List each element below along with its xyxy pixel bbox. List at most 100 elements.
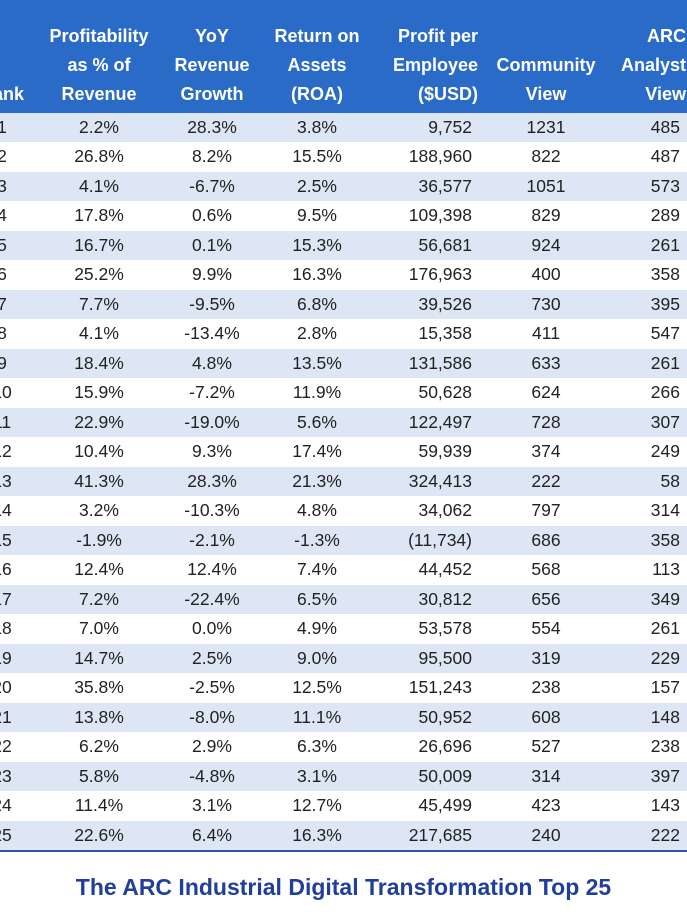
table-row: 23 5.8% -4.8% 3.1% 50,009 314 397 [0,761,687,792]
data-table: Rank Profitability as % of Revenue YoY Revenu… [0,0,687,852]
table-cell: 238 [531,677,561,698]
caption: The ARC Industrial Digital Transformatio… [75,874,612,900]
table-cell: 131,586 [408,352,472,373]
column-header: Profit per Employee ($USD) [366,22,478,109]
table-row: 15 -1.9% -2.1% -1.3% (11,734) 686 358 [0,525,687,556]
header-band: Rank Profitability as % of Revenue YoY Revenu… [0,0,687,113]
column-header: ARC Analyst View [606,22,686,109]
table-cell: 15.3% [292,234,342,255]
table-cell: 58 [660,470,680,491]
table-cell: 30,812 [418,588,472,609]
column-header: Community View [486,51,606,109]
table-cell: 608 [531,706,561,727]
table-cell: 39,526 [418,293,472,314]
table-cell: 11 [0,411,12,432]
table-cell: 395 [650,293,680,314]
table-cell: 261 [650,234,680,255]
bottom-rule [0,850,687,852]
table-cell: 16.3% [292,264,342,285]
table-cell: -1.9% [76,529,122,550]
table-cell: 1231 [526,117,566,137]
table-cell: 18.4% [74,352,124,373]
table-cell: 7 [0,293,7,314]
table-cell: 26.8% [74,146,124,167]
table-cell: 797 [531,500,561,521]
table-cell: 22 [0,736,12,757]
table-cell: 16.3% [292,824,342,845]
header-line: as % of [67,55,131,75]
header-line: Profitability [49,26,149,46]
table-row: 10 15.9% -7.2% 11.9% 50,628 624 266 [0,378,687,408]
table-cell: 266 [650,382,680,403]
table-cell: 15 [0,529,12,550]
header-line: ARC [647,26,686,46]
table-cell: 924 [531,234,561,255]
table-cell: 14 [0,500,12,521]
header-line: Profit per [397,26,478,46]
table-row: 19 14.7% 2.5% 9.0% 95,500 319 229 [0,643,687,674]
table-cell: 0.0% [192,618,232,639]
table-row: 4 17.8% 0.6% 9.5% 109,398 829 289 [0,201,687,231]
table-cell: 4 [0,205,7,226]
table-cell: 12 [0,441,12,462]
table-cell: 6.5% [297,588,337,609]
table-cell: 487 [650,146,680,167]
table-cell: 9.3% [192,441,232,462]
table-cell: 16 [0,559,12,580]
table-cell: 22.6% [74,824,124,845]
column-header: YoY Revenue Growth [156,22,268,109]
table-cell: 19 [0,647,12,668]
table-row: 1 2.2% 28.3% 3.8% 9,752 1231 485 [0,113,687,143]
table-cell: -22.4% [184,588,240,609]
table-cell: 1051 [526,175,566,196]
table-cell: (11,734) [408,529,472,550]
table-cell: -1.3% [294,529,340,550]
table-cell: 13.8% [74,706,124,727]
table-cell: 358 [650,264,680,285]
table-cell: -2.1% [189,529,235,550]
table-cell: 20 [0,677,12,698]
header-line: Growth [180,84,244,104]
table-cell: 18 [0,618,12,639]
table-cell: 9.9% [192,264,232,285]
table-cell: 50,628 [418,382,472,403]
table-cell: 28.3% [187,470,237,491]
table-cell: 12.7% [292,795,342,816]
table-cell: 633 [531,352,561,373]
table-row: 12 10.4% 9.3% 17.4% 59,939 374 249 [0,437,687,467]
header-line: ($USD) [417,84,478,104]
table-cell: 0.1% [192,234,232,255]
table-cell: 23 [0,765,12,786]
table-row: 2 26.8% 8.2% 15.5% 188,960 822 487 [0,142,687,172]
table-cell: 41.3% [74,470,124,491]
table-cell: -4.8% [189,765,235,786]
table-cell: -10.3% [184,500,240,521]
table-cell: 59,939 [418,441,472,462]
table-cell: 4.1% [79,175,119,196]
table-cell: 3.2% [79,500,119,521]
table-cell: 217,685 [408,824,472,845]
table-row: 16 12.4% 12.4% 7.4% 44,452 568 113 [0,555,687,585]
table-cell: 6.3% [297,736,337,757]
table-cell: 400 [531,264,561,285]
table-cell: 2.2% [79,117,119,137]
table-cell: -6.7% [189,175,235,196]
table-cell: 222 [650,824,680,845]
column-header: Rank [0,80,42,109]
table-cell: 148 [650,706,680,727]
table-cell: 157 [650,677,680,698]
table-cell: 7.7% [79,293,119,314]
header-line: (ROA) [291,84,343,104]
column-header: Return on Assets (ROA) [268,22,366,109]
table-cell: 4.8% [192,352,232,373]
table-row: 11 22.9% -19.0% 5.6% 122,497 728 307 [0,407,687,438]
table-cell: 2.5% [192,647,232,668]
table-cell: 2.5% [297,175,337,196]
table-cell: 374 [531,441,561,462]
column-header: Profitability as % of Revenue [42,22,156,109]
table-cell: 5 [0,234,7,255]
table-cell: 624 [531,382,561,403]
table-cell: 686 [531,529,561,550]
table-cell: 17 [0,588,12,609]
table-cell: 397 [650,765,680,786]
